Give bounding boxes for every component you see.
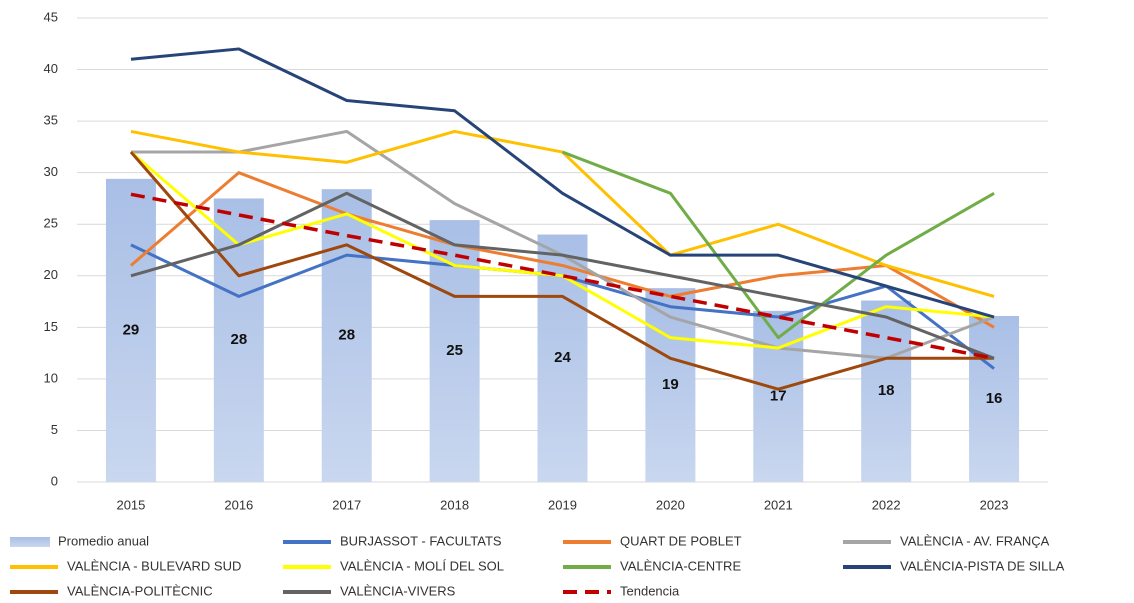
x-tick-label: 2015 [116,497,145,512]
line [130,47,995,319]
data-label: 17 [770,387,787,404]
data-label: 24 [554,349,571,366]
legend-label: VALÈNCIA-PISTA DE SILLA [900,558,1065,573]
y-tick-label: 0 [51,473,58,488]
legend-label: VALÈNCIA - AV. FRANÇA [900,533,1050,548]
data-label: 16 [986,390,1003,407]
data-label: 18 [878,382,895,399]
y-tick-label: 25 [44,216,58,231]
bar [105,178,156,482]
x-tick-label: 2023 [980,497,1009,512]
data-label: 28 [338,327,355,344]
y-tick-label: 45 [44,9,58,24]
legend-label: Promedio anual [58,533,149,548]
y-tick-label: 5 [51,422,58,437]
bar [321,189,372,483]
legend-label: VALÈNCIA-POLITÈCNIC [67,583,213,598]
line [130,129,995,298]
bar [861,300,912,482]
y-tick-label: 30 [44,164,58,179]
legend-label: VALÈNCIA-VIVERS [340,583,456,598]
x-tick-label: 2019 [548,497,577,512]
line [130,192,995,360]
y-tick-label: 35 [44,113,58,128]
legend-swatch [10,537,50,547]
y-tick-label: 20 [44,267,58,282]
legend-label: VALÈNCIA - MOLÍ DEL SOL [340,558,504,573]
data-label: 29 [123,321,140,338]
y-tick-label: 15 [44,319,58,334]
data-label: 19 [662,376,679,393]
x-tick-label: 2017 [332,497,361,512]
line [129,171,995,329]
legend-label: BURJASSOT - FACULTATS [340,533,502,548]
x-tick-label: 2020 [656,497,685,512]
legend-label: QUART DE POBLET [620,533,742,548]
x-tick-label: 2021 [764,497,793,512]
legend-label: Tendencia [620,583,680,598]
data-label: 25 [446,342,463,359]
legend-label: VALÈNCIA - BULEVARD SUD [67,558,241,573]
line [129,150,995,350]
legend-label: VALÈNCIA-CENTRE [620,558,741,573]
y-tick-label: 40 [44,61,58,76]
x-tick-label: 2016 [224,497,253,512]
line [129,151,995,391]
line [561,150,995,340]
x-tick-label: 2018 [440,497,469,512]
y-tick-label: 10 [44,370,58,385]
bar [969,315,1020,482]
line [130,191,995,360]
x-tick-label: 2022 [872,497,901,512]
bar [753,310,804,482]
data-label: 28 [230,331,247,348]
